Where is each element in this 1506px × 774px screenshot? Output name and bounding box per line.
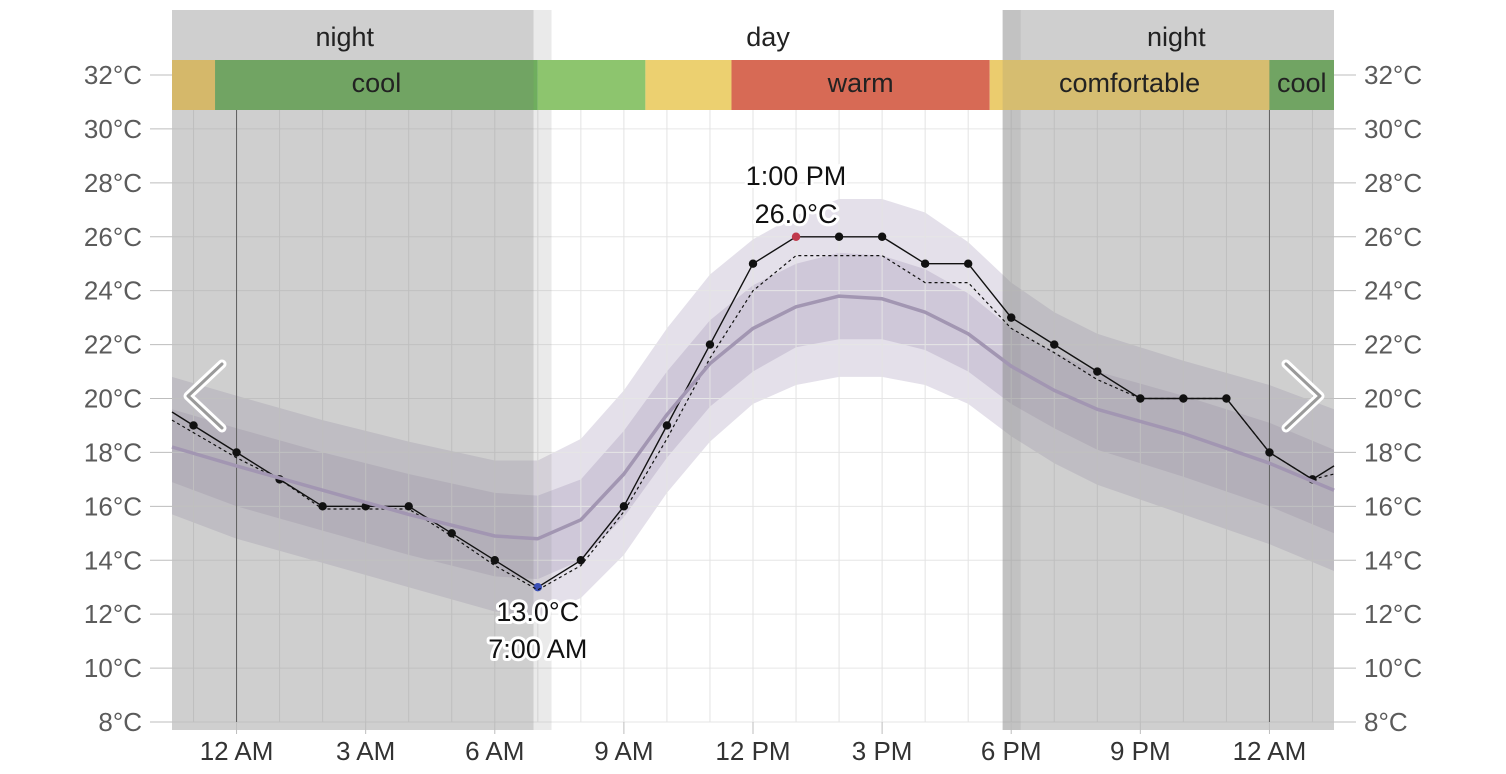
day-period-label: night — [1147, 22, 1206, 52]
y-tick-label-left: 16°C — [84, 491, 142, 521]
y-tick-label-left: 32°C — [84, 60, 142, 90]
y-tick-label-right: 8°C — [1364, 707, 1408, 737]
y-tick-label-right: 10°C — [1364, 653, 1422, 683]
prev-button[interactable] — [183, 359, 227, 433]
comfort-band — [731, 60, 990, 110]
comfort-band — [215, 60, 538, 110]
x-tick-label: 12 AM — [200, 736, 274, 766]
y-tick-label-left: 14°C — [84, 545, 142, 575]
twilight-shade — [533, 10, 552, 730]
comfort-band-label: cool — [1277, 68, 1327, 98]
data-point — [318, 502, 327, 511]
comfort-night-overlay — [172, 60, 534, 110]
day-period-label: day — [746, 22, 790, 52]
comfort-night-overlay — [1002, 60, 1334, 110]
band-p25-p75 — [172, 252, 1334, 580]
x-tick-label: 12 AM — [1233, 736, 1307, 766]
comfort-band — [645, 60, 732, 110]
series — [171, 232, 1335, 592]
day-period-label: night — [315, 22, 374, 52]
comfort-band — [172, 60, 216, 110]
y-tick-label-right: 16°C — [1364, 491, 1422, 521]
data-point — [920, 259, 930, 268]
max-annotation-line1: 1:00 PM — [746, 161, 847, 191]
data-point — [447, 529, 456, 538]
data-point — [490, 556, 499, 565]
y-tick-label-right: 26°C — [1364, 222, 1422, 252]
min-annotation-line1: 13.0°C — [496, 597, 579, 627]
x-tick-label: 9 PM — [1110, 736, 1171, 766]
data-point — [1179, 394, 1188, 403]
data-point — [576, 556, 586, 565]
x-tick-label: 12 PM — [715, 736, 790, 766]
y-tick-label-right: 22°C — [1364, 330, 1422, 360]
y-tick-label-right: 20°C — [1364, 384, 1422, 414]
y-tick-label-right: 18°C — [1364, 437, 1422, 467]
data-point — [1007, 313, 1016, 322]
data-point — [533, 583, 543, 592]
chevron-left-icon-outline — [186, 362, 224, 430]
data-point — [1050, 340, 1059, 349]
y-tick-label-left: 8°C — [98, 707, 142, 737]
data-point — [705, 340, 715, 349]
x-tick-label: 6 PM — [981, 736, 1042, 766]
x-axis: 12 AM 3 AM 6 AM 9 AM 12 PM 3 PM 6 PM 9 PM 12 AM — [200, 722, 1307, 766]
data-point — [1136, 394, 1145, 403]
y-tick-label-left: 28°C — [84, 168, 142, 198]
y-tick-label-right: 24°C — [1364, 276, 1422, 306]
percentile-bands — [172, 199, 1334, 617]
data-point — [1093, 367, 1102, 376]
data-point — [619, 502, 629, 511]
y-tick-label-left: 30°C — [84, 114, 142, 144]
data-point — [748, 259, 758, 268]
x-tick-label: 3 AM — [336, 736, 395, 766]
comfort-band-label: comfortable — [1059, 68, 1200, 98]
comfort-band — [989, 60, 1270, 110]
y-tick-label-right: 28°C — [1364, 168, 1422, 198]
y-axis-left: 8°C 10°C 12°C 14°C 16°C 18°C 20°C 22°C 24°C 26°C 2… — [84, 60, 172, 737]
night-shade — [1002, 10, 1334, 730]
navigation — [183, 359, 1325, 433]
data-point — [834, 232, 844, 241]
chevron-right-icon-outline — [1284, 362, 1322, 430]
max-annotation-line2: 26.0°C — [755, 199, 838, 229]
y-tick-label-right: 12°C — [1364, 599, 1422, 629]
y-tick-label-left: 18°C — [84, 437, 142, 467]
y-tick-label-right: 14°C — [1364, 545, 1422, 575]
y-tick-label-right: 32°C — [1364, 60, 1422, 90]
data-point — [877, 232, 887, 241]
night-shade — [172, 10, 534, 730]
x-tick-label: 9 AM — [594, 736, 653, 766]
data-point — [662, 421, 672, 430]
y-tick-label-left: 22°C — [84, 330, 142, 360]
twilight-shade — [1002, 10, 1021, 730]
y-tick-label-left: 10°C — [84, 653, 142, 683]
x-tick-label: 6 AM — [465, 736, 524, 766]
night-shading — [172, 10, 1334, 730]
comfort-band-strip: cool warm comfortable cool — [172, 60, 1334, 110]
annotations: 1:00 PM 26.0°C 13.0°C 7:00 AM — [485, 158, 849, 667]
day-period-labels: night day night — [315, 22, 1206, 52]
next-button[interactable] — [1281, 359, 1325, 433]
x-tick-label: 3 PM — [852, 736, 913, 766]
comfort-band-label: cool — [352, 68, 402, 98]
y-tick-label-right: 30°C — [1364, 114, 1422, 144]
y-tick-label-left: 20°C — [84, 384, 142, 414]
y-tick-label-left: 26°C — [84, 222, 142, 252]
comfort-band — [537, 60, 646, 110]
forecast-dotted-line — [171, 255, 1335, 591]
y-tick-label-left: 12°C — [84, 599, 142, 629]
data-point — [189, 421, 198, 430]
data-point — [791, 232, 801, 241]
comfort-band — [1269, 60, 1334, 110]
data-point — [232, 448, 241, 457]
y-tick-label-left: 24°C — [84, 276, 142, 306]
comfort-band-label: warm — [827, 68, 894, 98]
average-line — [171, 294, 1335, 541]
min-annotation-line2: 7:00 AM — [488, 634, 587, 664]
data-point — [963, 259, 973, 268]
y-axis-right: 8°C 10°C 12°C 14°C 16°C 18°C 20°C 22°C 24°C 26°C 2… — [1334, 60, 1422, 737]
